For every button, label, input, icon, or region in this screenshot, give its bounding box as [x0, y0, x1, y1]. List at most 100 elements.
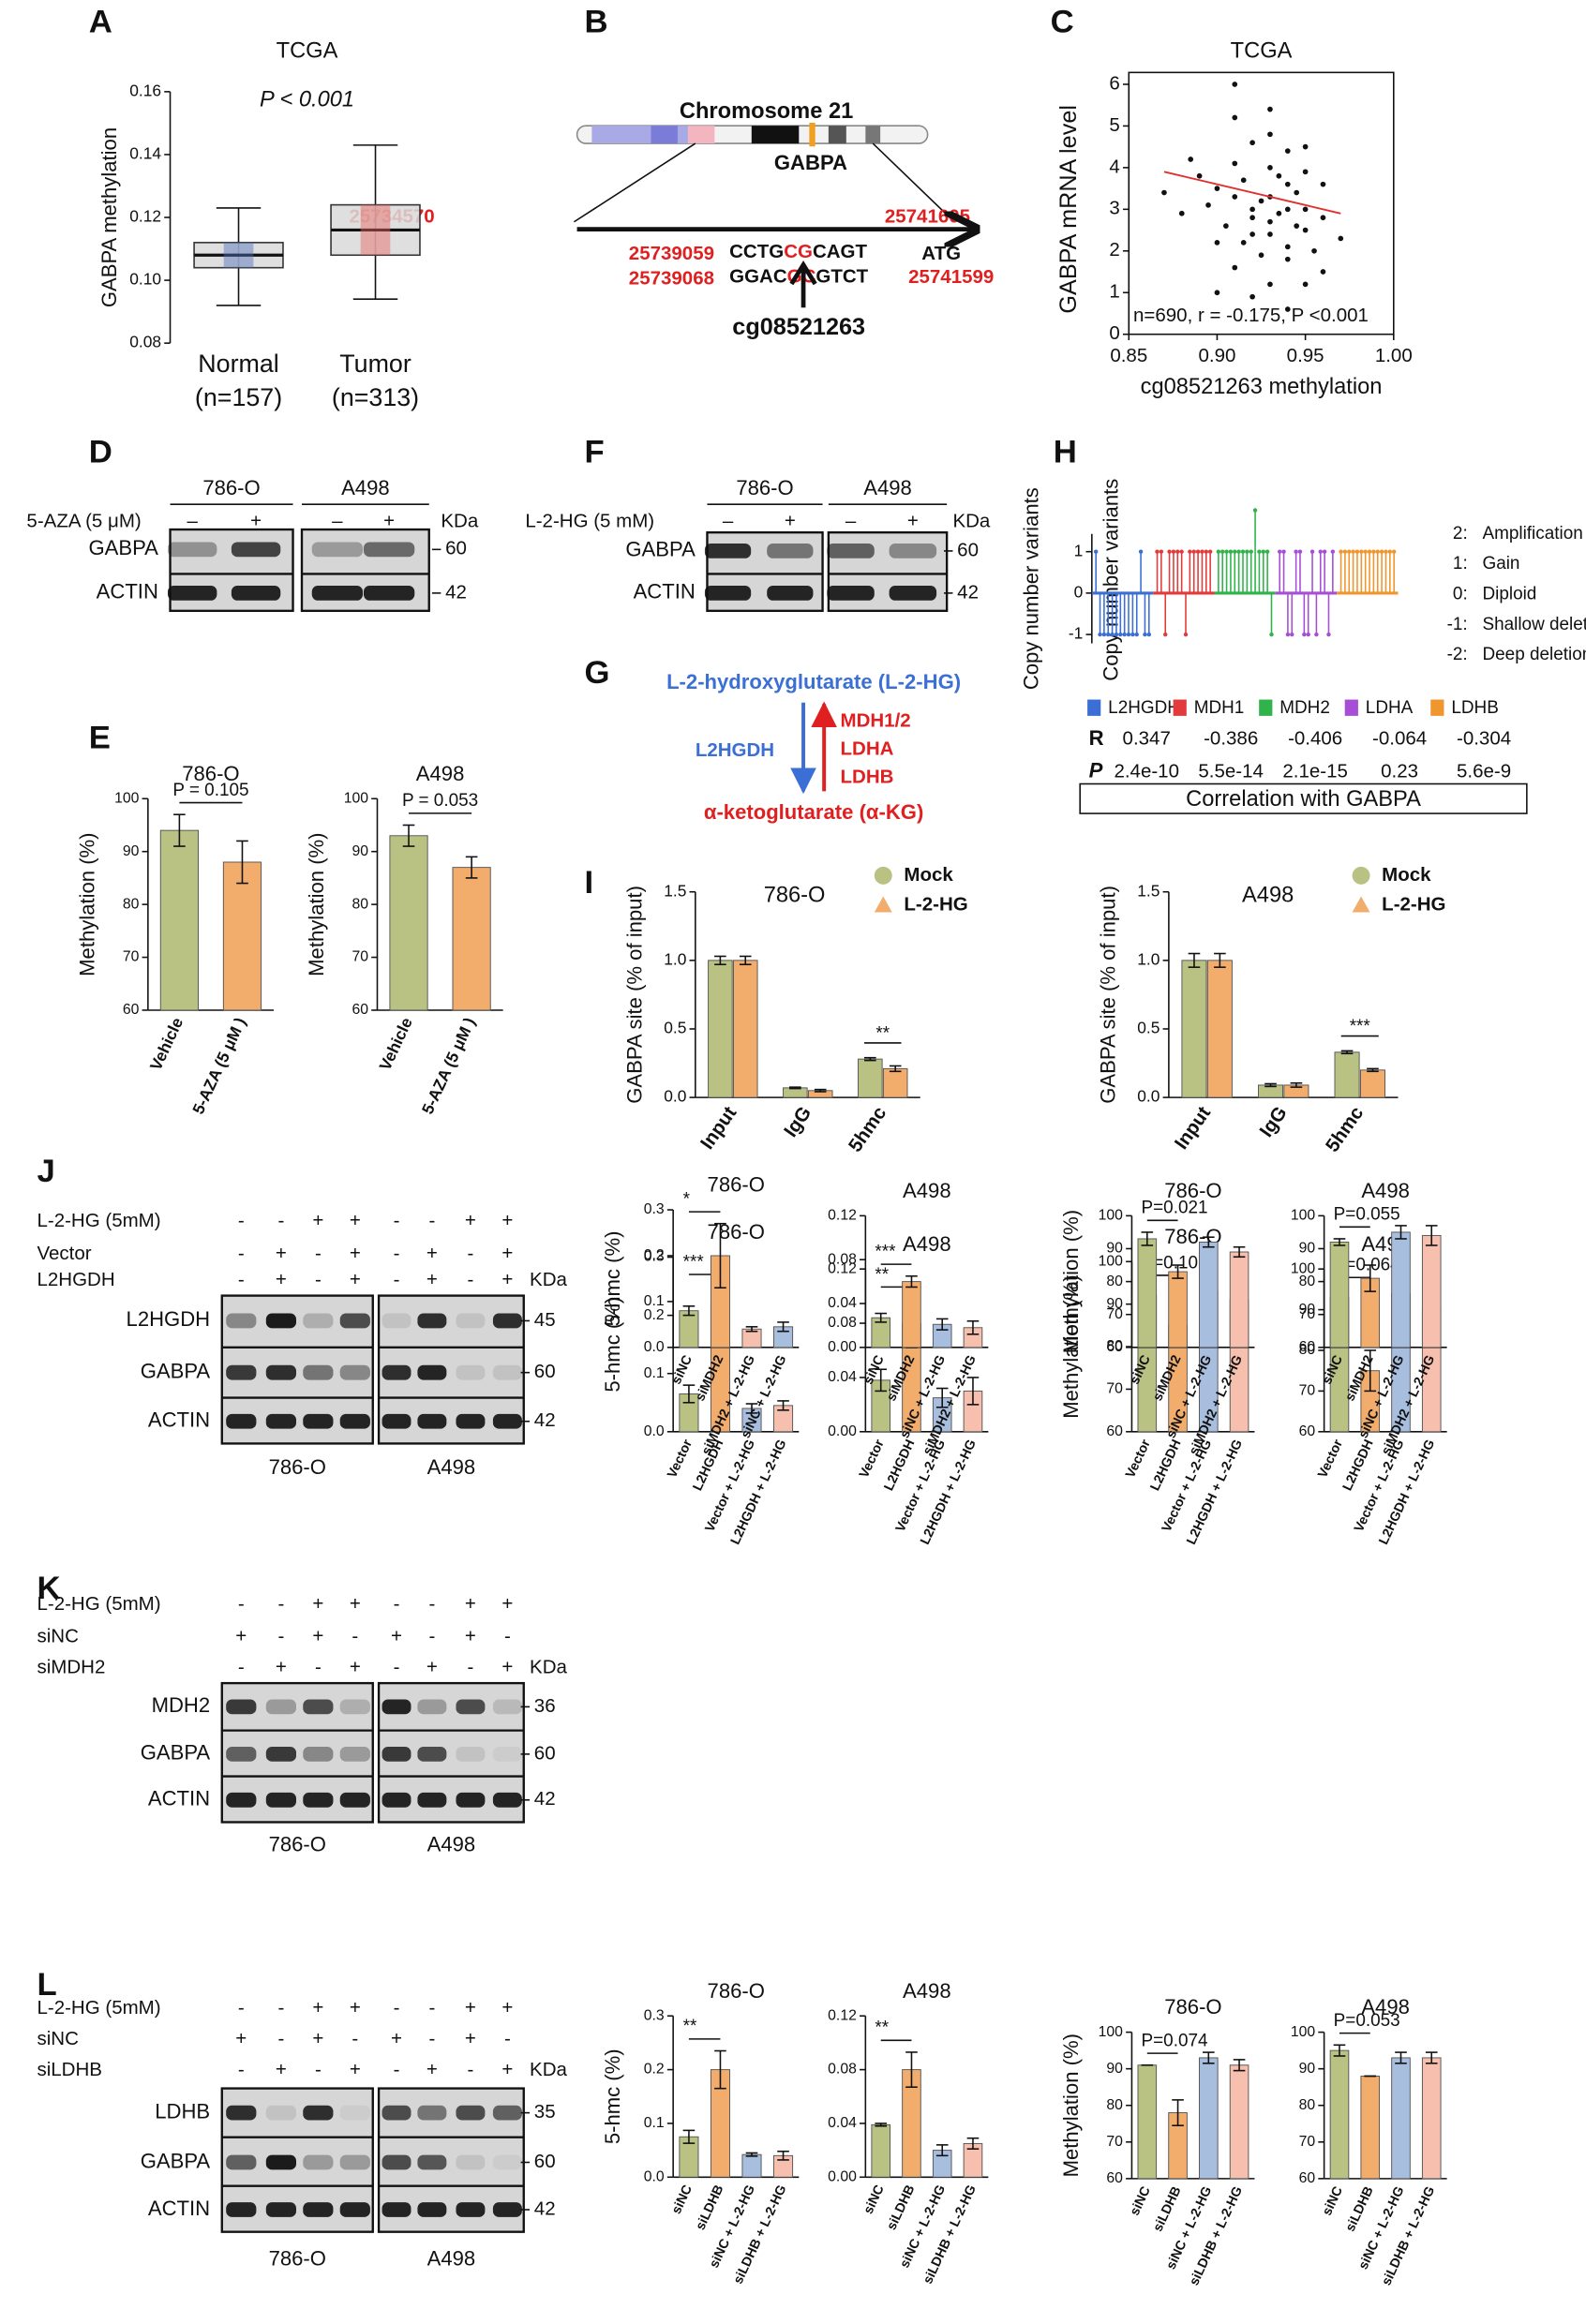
- level-name: Amplification: [1482, 524, 1582, 544]
- row-label: R: [1089, 726, 1104, 750]
- x-tick-label: Tumor: [339, 350, 411, 378]
- level-code: 2:: [1453, 524, 1468, 544]
- point: [1284, 206, 1291, 213]
- treatment-mark: -: [238, 1210, 245, 1231]
- y-tick-label: 0.04: [828, 1295, 857, 1311]
- probe-label: cg08521263: [732, 314, 865, 340]
- stem-dot: [1098, 632, 1102, 637]
- sequence-part: GGAC: [729, 266, 787, 288]
- y-axis-label: GABPA methylation: [97, 127, 121, 307]
- band: [226, 1364, 257, 1380]
- point: [1302, 281, 1309, 288]
- band: [456, 1413, 486, 1429]
- band: [382, 1792, 411, 1808]
- y-tick-label: 0.08: [129, 333, 161, 351]
- point: [1249, 140, 1255, 146]
- bar: [741, 2153, 762, 2178]
- y-tick-label: 80: [1106, 1338, 1123, 1354]
- stem-dot: [1146, 632, 1152, 637]
- y-tick-label: 0.1: [644, 2115, 665, 2131]
- x-tick-label: 5hmc: [1322, 1103, 1369, 1156]
- chart-title: A498: [903, 1232, 951, 1256]
- stem-dot: [1130, 632, 1135, 637]
- y-tick-label: 90: [1106, 1296, 1123, 1312]
- level-code: -1:: [1447, 615, 1468, 634]
- x-tick-label: siLDHB: [693, 2182, 726, 2232]
- treatment-mark: +: [465, 1593, 476, 1615]
- correlation-p: 0.23: [1381, 760, 1418, 782]
- y-tick-label: 100: [1099, 1253, 1124, 1269]
- correlation-p: 5.6e-9: [1457, 760, 1511, 782]
- chart-title: A498: [416, 762, 465, 785]
- bar: [1334, 1051, 1360, 1098]
- cell-line-label: A498: [427, 1833, 476, 1856]
- zoom-line: [872, 142, 955, 223]
- kda-value: 60: [534, 1361, 556, 1382]
- treatment-mark: +: [276, 2059, 287, 2080]
- annotation: **: [875, 1023, 890, 1043]
- panel-label: C: [1051, 4, 1074, 39]
- treatment-mark: +: [312, 2028, 323, 2049]
- y-tick-label: 0.00: [828, 1423, 857, 1439]
- y-tick-label: 80: [1106, 2097, 1123, 2113]
- treatment-mark: +: [426, 1269, 438, 1290]
- cell-line-label: 786-O: [736, 476, 793, 499]
- treatment-mark: -: [394, 1657, 400, 1678]
- y-tick-label: 0.0: [1137, 1087, 1160, 1106]
- correlation-p: 5.5e-14: [1198, 760, 1264, 782]
- protein-label: GABPA: [141, 2149, 211, 2172]
- chart-title: A498: [903, 1979, 951, 2003]
- y-tick-label: 0.2: [644, 1247, 665, 1263]
- sequence-part: CAGT: [813, 241, 868, 262]
- stem-dot: [1224, 549, 1229, 554]
- point: [1276, 210, 1282, 216]
- treatment-mark: +: [235, 1626, 247, 1647]
- x-tick-label: Vector: [1123, 1437, 1154, 1481]
- y-tick-label: 0.1: [644, 1293, 665, 1309]
- stem-dot: [1110, 632, 1115, 637]
- stem-dot: [1264, 549, 1270, 554]
- panel-label: E: [89, 720, 111, 755]
- point: [1267, 218, 1273, 225]
- band: [265, 1792, 297, 1808]
- y-tick-label: 70: [123, 949, 140, 965]
- x-tick-label: Vector: [1315, 1437, 1346, 1481]
- kda-value: 35: [534, 2101, 556, 2123]
- point: [1249, 231, 1255, 237]
- band: [226, 1313, 257, 1329]
- treatment-mark: -: [238, 2059, 245, 2080]
- stem-dot: [1285, 632, 1291, 637]
- treatment-mark: -: [468, 2059, 474, 2080]
- bar: [1229, 2064, 1249, 2180]
- cell-line-label: 786-O: [269, 1833, 326, 1856]
- legend-label: MDH2: [1279, 698, 1330, 718]
- y-tick-label: 0.12: [129, 207, 161, 226]
- zoom-line: [573, 142, 696, 223]
- y-tick-label: 4: [1109, 156, 1119, 177]
- correlation-r: -0.064: [1372, 728, 1427, 750]
- point: [1302, 143, 1309, 150]
- y-axis-label: Methylation (%): [1059, 1210, 1083, 1353]
- y-tick-label: 6: [1109, 72, 1119, 94]
- treatment-mark: +: [312, 1626, 323, 1647]
- point: [1311, 247, 1317, 254]
- treatment-mark: -: [238, 1593, 245, 1615]
- annotation: ***: [683, 1252, 705, 1272]
- treatment-mark: +: [501, 1593, 513, 1615]
- gene-diagram: Chromosome 21 GABPA 25734570 25741605 25…: [350, 99, 995, 340]
- stem-dot: [1294, 549, 1298, 554]
- stem-dot: [1354, 549, 1360, 554]
- chart-title: A498: [1242, 884, 1294, 908]
- stem-dot: [1143, 632, 1147, 637]
- enzyme: LDHA: [841, 738, 894, 760]
- band: [265, 2105, 297, 2121]
- treatment-mark: –: [332, 511, 343, 532]
- panel-label: H: [1054, 435, 1077, 470]
- y-tick-label: 70: [1106, 1381, 1123, 1397]
- band: [456, 1699, 486, 1715]
- band: [687, 126, 715, 144]
- treatment-label: siMDH2: [37, 1657, 105, 1678]
- band: [168, 586, 217, 601]
